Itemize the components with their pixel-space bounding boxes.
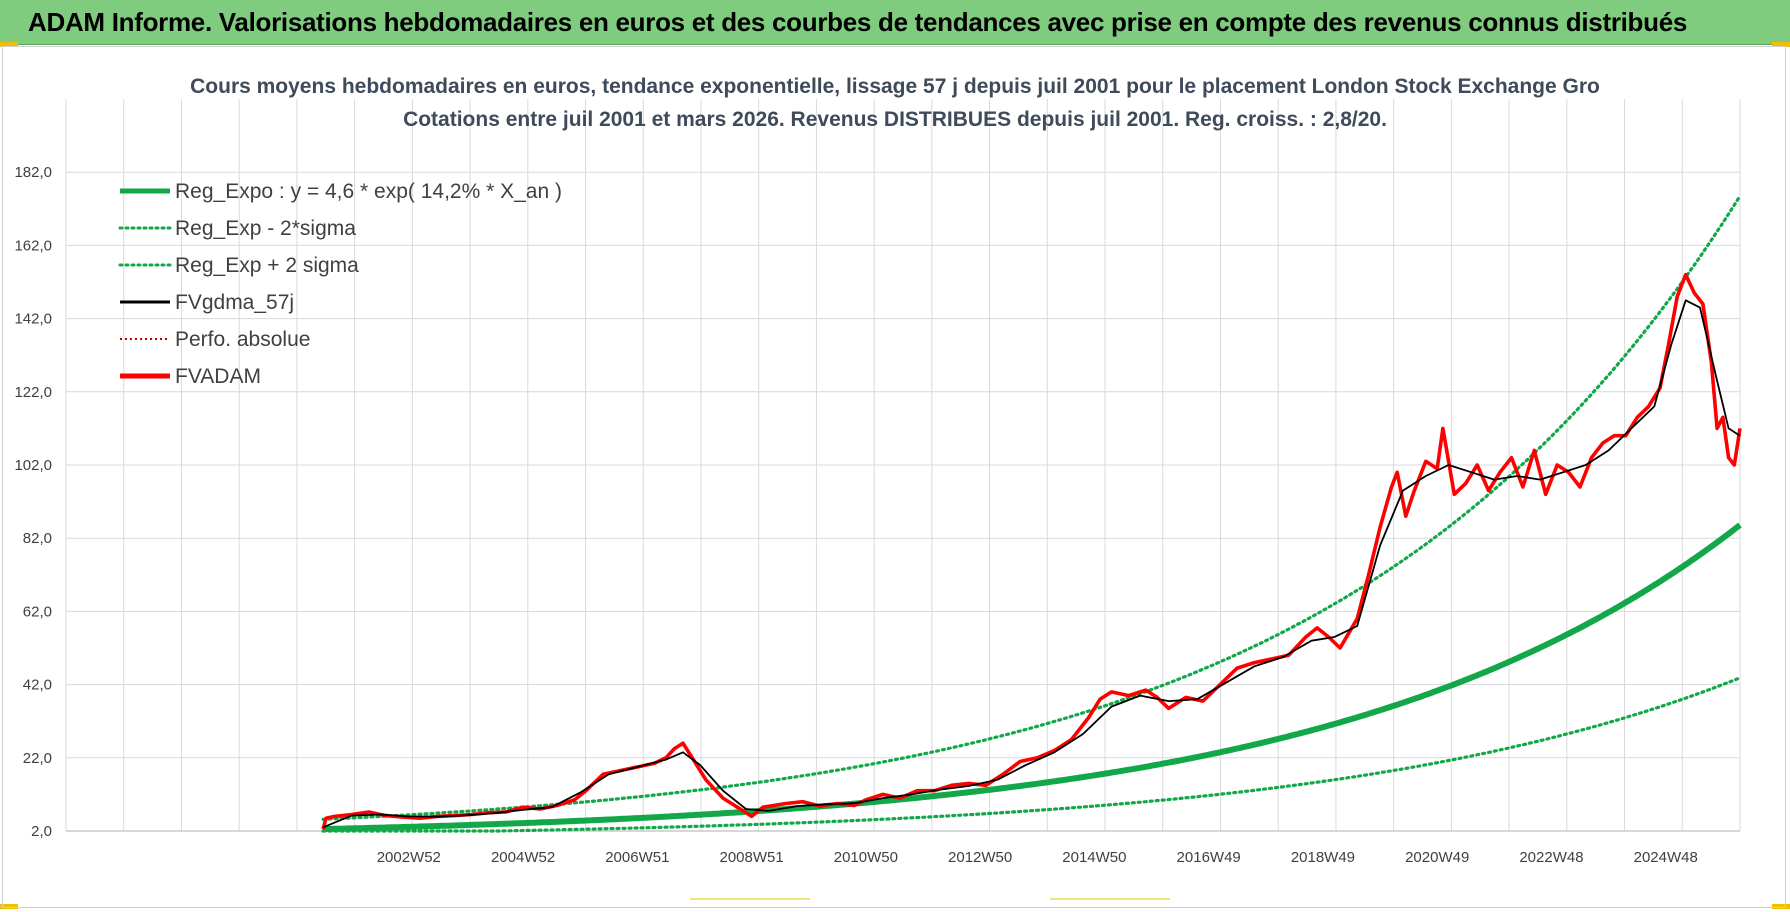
legend-label: Reg_Exp - 2*sigma	[175, 217, 356, 240]
corner-mark-bottom-right	[1772, 904, 1790, 909]
y-axis: 2,0 22,0 42,0 62,0 82,0 102,0 122,0 142,0 162,0 1…	[14, 164, 52, 840]
x-tick-label: 2014W50	[1062, 849, 1126, 866]
corner-mark-bottom-left	[0, 904, 18, 909]
page-title: ADAM Informe. Valorisations hebdomadaire…	[28, 7, 1688, 37]
legend-label: Perfo. absolue	[175, 328, 310, 351]
x-tick-label: 2008W51	[719, 849, 783, 866]
y-tick-label: 62,0	[23, 603, 52, 620]
chart-frame	[2, 46, 1786, 908]
chart-title-line2: Cotations entre juil 2001 et mars 2026. …	[403, 108, 1387, 131]
x-tick-label: 2018W49	[1291, 849, 1355, 866]
legend: Reg_Expo : y = 4,6 * exp( 14,2% * X_an )…	[118, 180, 562, 388]
reg-upper-band	[321, 194, 1742, 821]
corner-mark-left	[0, 42, 18, 47]
fvgdma-line	[322, 299, 1741, 829]
chart-title-line1: Cours moyens hebdomadaires en euros, ten…	[190, 75, 1600, 98]
x-tick-label: 2002W52	[377, 849, 441, 866]
fvadam-line	[321, 272, 1742, 830]
y-tick-label: 2,0	[31, 823, 52, 840]
x-tick-label: 2022W48	[1519, 849, 1583, 866]
y-tick-label: 182,0	[14, 164, 52, 181]
bottom-mark-2	[1050, 898, 1170, 900]
x-tick-label: 2004W52	[491, 849, 555, 866]
x-tick-label: 2006W51	[605, 849, 669, 866]
legend-label: Reg_Expo : y = 4,6 * exp( 14,2% * X_an )	[175, 180, 562, 203]
y-tick-label: 82,0	[23, 530, 52, 547]
y-tick-label: 22,0	[23, 750, 52, 767]
x-tick-label: 2020W49	[1405, 849, 1469, 866]
x-tick-label: 2010W50	[834, 849, 898, 866]
y-tick-label: 142,0	[14, 311, 52, 328]
header-banner: ADAM Informe. Valorisations hebdomadaire…	[0, 0, 1790, 45]
series-layer	[321, 194, 1742, 833]
y-tick-label: 102,0	[14, 457, 52, 474]
y-tick-label: 162,0	[14, 237, 52, 254]
x-tick-label: 2024W48	[1634, 849, 1698, 866]
legend-label: FVADAM	[175, 365, 261, 388]
y-tick-label: 42,0	[23, 677, 52, 694]
corner-mark-right	[1772, 42, 1790, 47]
x-tick-label: 2012W50	[948, 849, 1012, 866]
x-axis: 2002W52 2004W52 2006W51 2008W51 2010W50 2012W…	[377, 849, 1698, 866]
legend-label: FVgdma_57j	[175, 291, 294, 314]
bottom-mark-1	[690, 898, 810, 900]
x-tick-label: 2016W49	[1177, 849, 1241, 866]
y-tick-label: 122,0	[14, 384, 52, 401]
reg-trend-line	[322, 522, 1742, 833]
legend-label: Reg_Exp + 2 sigma	[175, 254, 359, 277]
grid	[65, 99, 1741, 832]
reg-lower-band	[321, 676, 1742, 833]
